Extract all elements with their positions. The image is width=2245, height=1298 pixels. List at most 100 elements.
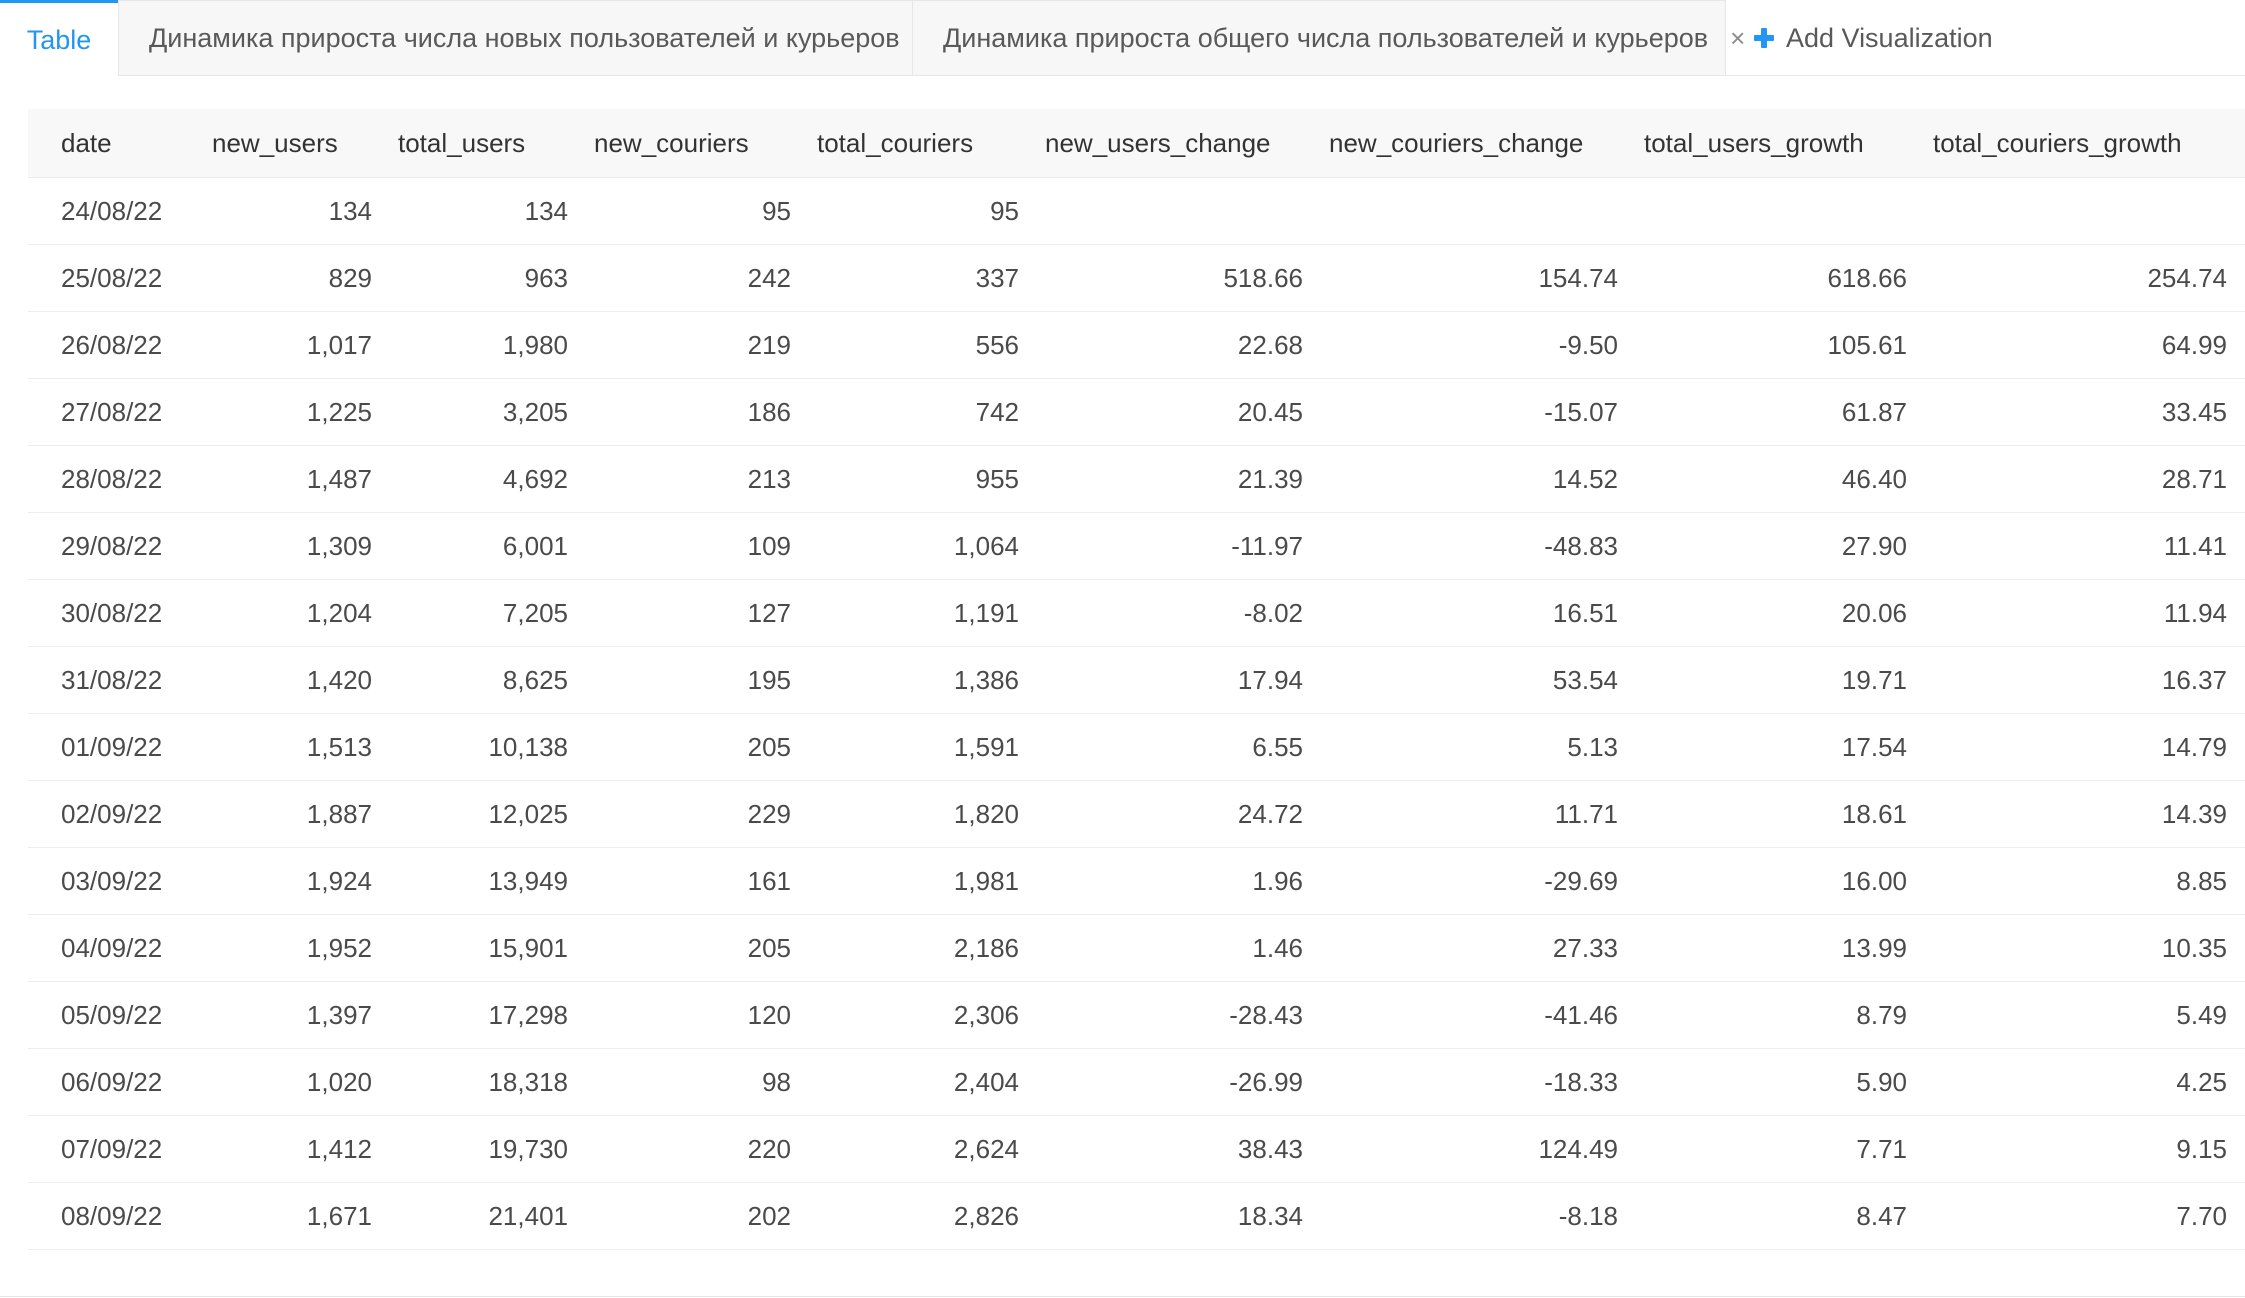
cell-new-couriers: 229 (568, 780, 791, 848)
table-row: 28/08/22 1,487 4,692 213 955 21.39 14.52 46.40 2… (28, 445, 2245, 513)
cell-total-couriers-growth: 7.70 (1907, 1182, 2227, 1250)
cell-new-users: 1,513 (186, 713, 372, 781)
column-header-new-users-change[interactable]: new_users_change (1019, 109, 1303, 178)
cell-new-couriers-change (1303, 177, 1618, 245)
cell-total-users: 15,901 (372, 914, 568, 982)
column-header-total-couriers[interactable]: total_couriers (791, 109, 1019, 178)
cell-spacer (2227, 579, 2245, 647)
column-header-total-couriers-growth[interactable]: total_couriers_growth (1907, 109, 2227, 178)
cell-total-couriers: 2,186 (791, 914, 1019, 982)
close-icon[interactable]: × (1730, 23, 1746, 53)
cell-total-users: 963 (372, 244, 568, 312)
cell-total-couriers-growth: 16.37 (1907, 646, 2227, 714)
column-header-new-couriers[interactable]: new_couriers (568, 109, 791, 178)
cell-new-users-change: 21.39 (1019, 445, 1303, 513)
cell-new-couriers-change: -41.46 (1303, 981, 1618, 1049)
cell-new-users-change: -11.97 (1019, 512, 1303, 580)
add-visualization-label: Add Visualization (1786, 22, 1993, 53)
cell-total-couriers-growth: 11.41 (1907, 512, 2227, 580)
cell-total-couriers: 2,306 (791, 981, 1019, 1049)
cell-total-users-growth: 13.99 (1618, 914, 1907, 982)
table-row: 08/09/22 1,671 21,401 202 2,826 18.34 -8.18 8.4… (28, 1182, 2245, 1250)
cell-new-users: 1,225 (186, 378, 372, 446)
cell-date: 31/08/22 (28, 646, 186, 714)
tab-total-users-couriers-chart[interactable]: Динамика прироста общего числа пользоват… (912, 0, 1745, 76)
cell-new-users: 1,487 (186, 445, 372, 513)
cell-total-users: 13,949 (372, 847, 568, 915)
cell-new-couriers-change: 11.71 (1303, 780, 1618, 848)
cell-new-couriers-change: -48.83 (1303, 512, 1618, 580)
table-row: 29/08/22 1,309 6,001 109 1,064 -11.97 -48.83 27… (28, 512, 2245, 580)
cell-new-couriers: 213 (568, 445, 791, 513)
tab-table-label: Table (26, 24, 92, 55)
cell-total-couriers: 1,820 (791, 780, 1019, 848)
cell-total-couriers-growth: 10.35 (1907, 914, 2227, 982)
cell-total-couriers: 2,404 (791, 1048, 1019, 1116)
cell-spacer (2227, 1115, 2245, 1183)
cell-new-users-change: 18.34 (1019, 1182, 1303, 1250)
cell-total-couriers-growth: 4.25 (1907, 1048, 2227, 1116)
table-row: 30/08/22 1,204 7,205 127 1,191 -8.02 16.51 20.0… (28, 579, 2245, 647)
cell-new-users-change: 1.46 (1019, 914, 1303, 982)
tab-label: Динамика прироста числа новых пользовате… (149, 22, 900, 53)
tab-new-users-couriers-chart[interactable]: Динамика прироста числа новых пользовате… (118, 0, 937, 76)
cell-total-users-growth: 8.79 (1618, 981, 1907, 1049)
cell-new-couriers-change: 16.51 (1303, 579, 1618, 647)
column-header-total-users[interactable]: total_users (372, 109, 568, 178)
cell-total-users: 134 (372, 177, 568, 245)
cell-total-couriers: 337 (791, 244, 1019, 312)
cell-new-users: 829 (186, 244, 372, 312)
cell-new-users: 1,420 (186, 646, 372, 714)
column-header-total-users-growth[interactable]: total_users_growth (1618, 109, 1907, 178)
cell-new-users: 1,017 (186, 311, 372, 379)
cell-total-couriers-growth: 9.15 (1907, 1115, 2227, 1183)
cell-total-couriers: 1,386 (791, 646, 1019, 714)
cell-spacer (2227, 1182, 2245, 1250)
column-header-new-couriers-change[interactable]: new_couriers_change (1303, 109, 1618, 178)
cell-new-users: 1,952 (186, 914, 372, 982)
cell-spacer (2227, 780, 2245, 848)
cell-total-users-growth: 17.54 (1618, 713, 1907, 781)
cell-new-couriers: 205 (568, 914, 791, 982)
table-row: 01/09/22 1,513 10,138 205 1,591 6.55 5.13 17.54… (28, 713, 2245, 781)
cell-new-couriers-change: 5.13 (1303, 713, 1618, 781)
cell-total-couriers: 1,191 (791, 579, 1019, 647)
table-row: 06/09/22 1,020 18,318 98 2,404 -26.99 -18.33 5.… (28, 1048, 2245, 1116)
column-header-new-users[interactable]: new_users (186, 109, 372, 178)
cell-new-users-change: 24.72 (1019, 780, 1303, 848)
tab-table[interactable]: Table (0, 0, 118, 77)
cell-new-users: 1,924 (186, 847, 372, 915)
add-visualization-button[interactable]: Add Visualization (1752, 0, 1993, 76)
cell-new-couriers: 120 (568, 981, 791, 1049)
cell-new-couriers-change: 27.33 (1303, 914, 1618, 982)
cell-date: 04/09/22 (28, 914, 186, 982)
cell-total-couriers-growth: 64.99 (1907, 311, 2227, 379)
cell-new-users-change: 6.55 (1019, 713, 1303, 781)
cell-new-couriers-change: 14.52 (1303, 445, 1618, 513)
cell-new-couriers: 205 (568, 713, 791, 781)
cell-spacer (2227, 177, 2245, 245)
cell-spacer (2227, 914, 2245, 982)
cell-date: 03/09/22 (28, 847, 186, 915)
table-row: 25/08/22 829 963 242 337 518.66 154.74 618.66 25… (28, 244, 2245, 312)
cell-total-users: 18,318 (372, 1048, 568, 1116)
cell-new-users-change: -26.99 (1019, 1048, 1303, 1116)
cell-new-users: 1,887 (186, 780, 372, 848)
cell-total-users-growth: 46.40 (1618, 445, 1907, 513)
cell-new-users-change (1019, 177, 1303, 245)
cell-new-couriers: 202 (568, 1182, 791, 1250)
table-row: 05/09/22 1,397 17,298 120 2,306 -28.43 -41.46 8… (28, 981, 2245, 1049)
cell-new-users-change: 20.45 (1019, 378, 1303, 446)
cell-date: 01/09/22 (28, 713, 186, 781)
cell-total-users-growth: 105.61 (1618, 311, 1907, 379)
cell-date: 29/08/22 (28, 512, 186, 580)
column-header-date[interactable]: date (28, 109, 186, 178)
cell-total-users-growth (1618, 177, 1907, 245)
cell-total-couriers: 95 (791, 177, 1019, 245)
cell-total-users: 1,980 (372, 311, 568, 379)
cell-new-users: 1,412 (186, 1115, 372, 1183)
cell-date: 05/09/22 (28, 981, 186, 1049)
table-row: 02/09/22 1,887 12,025 229 1,820 24.72 11.71 18.… (28, 780, 2245, 848)
cell-date: 30/08/22 (28, 579, 186, 647)
cell-total-couriers: 1,064 (791, 512, 1019, 580)
